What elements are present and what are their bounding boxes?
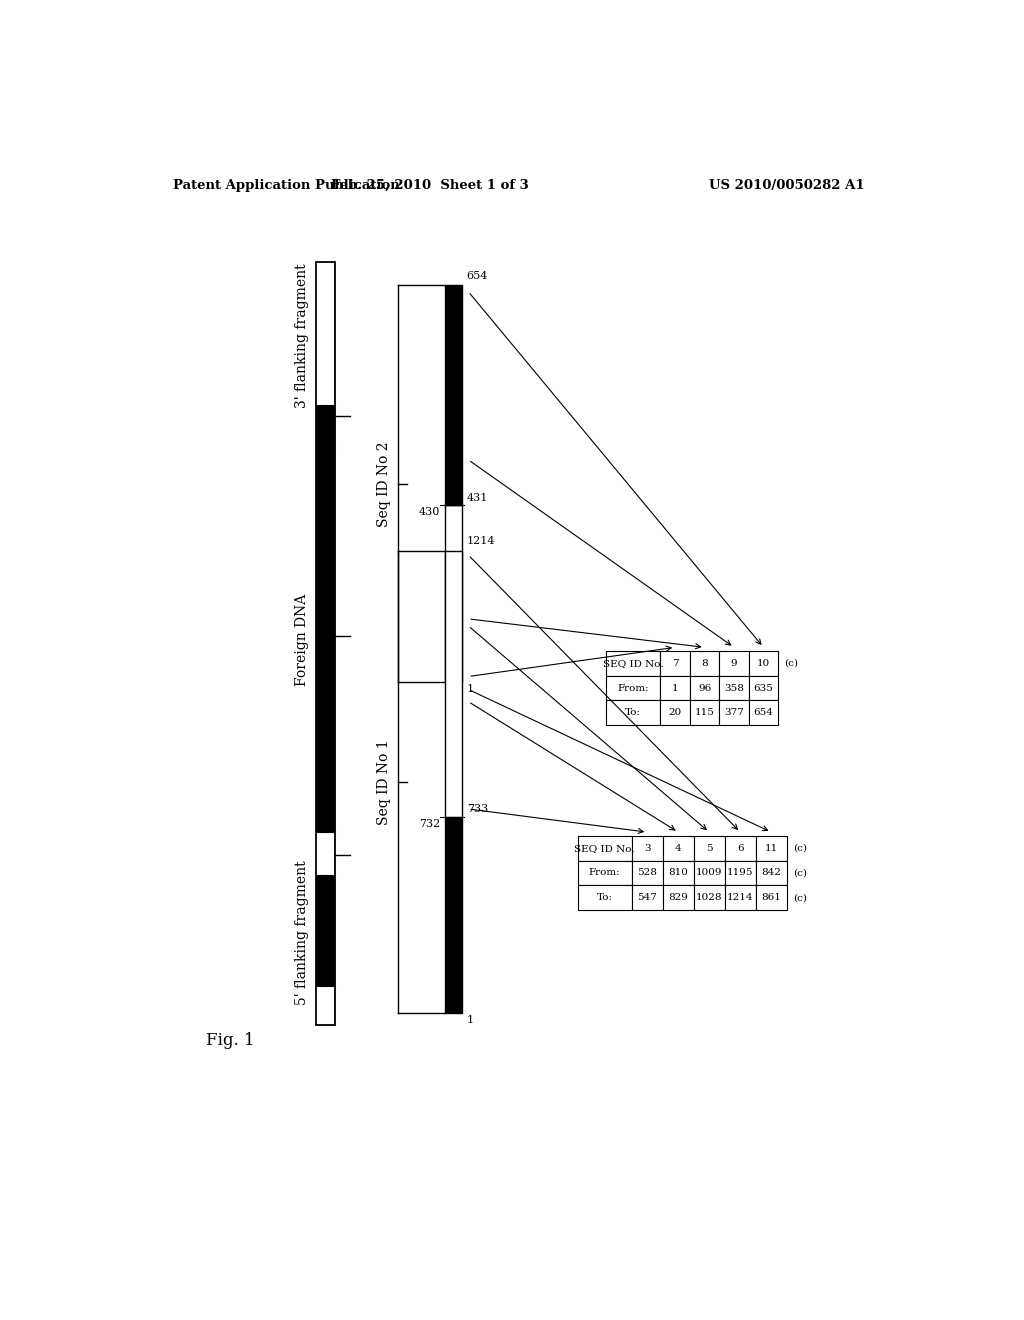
Bar (690, 676, 719, 701)
Text: 861: 861 (761, 894, 781, 902)
Text: Feb. 25, 2010  Sheet 1 of 3: Feb. 25, 2010 Sheet 1 of 3 (332, 178, 529, 191)
Bar (749, 651, 778, 676)
Text: (c): (c) (793, 869, 807, 878)
Bar (693, 861, 725, 886)
Text: Seq ID No 2: Seq ID No 2 (377, 441, 391, 527)
Text: 5: 5 (706, 843, 713, 853)
Text: SEQ ID No.: SEQ ID No. (574, 843, 635, 853)
Bar (719, 676, 749, 701)
Bar (316, 263, 335, 1024)
Text: Patent Application Publication: Patent Application Publication (173, 178, 399, 191)
Text: 654: 654 (754, 709, 773, 717)
Bar (632, 836, 663, 861)
Text: 5' flanking fragment: 5' flanking fragment (295, 859, 309, 1005)
Bar (606, 701, 660, 725)
Text: 1214: 1214 (467, 536, 496, 546)
Bar (725, 861, 756, 886)
Text: 358: 358 (724, 684, 744, 693)
Text: 1195: 1195 (727, 869, 754, 878)
Bar (316, 447, 335, 832)
Text: 810: 810 (669, 869, 688, 878)
Bar (632, 886, 663, 909)
Text: 1: 1 (672, 684, 679, 693)
Bar (663, 861, 693, 886)
Bar (316, 263, 335, 405)
Text: To:: To: (626, 709, 641, 717)
Bar (749, 701, 778, 725)
Text: 377: 377 (724, 709, 744, 717)
Bar (693, 886, 725, 909)
Bar (660, 651, 690, 676)
Text: 431: 431 (467, 492, 488, 503)
Bar (756, 836, 786, 861)
Text: 96: 96 (698, 684, 712, 693)
Bar (663, 886, 693, 909)
Text: 1: 1 (467, 1015, 474, 1026)
Bar (445, 506, 462, 682)
Bar (578, 886, 632, 909)
Text: 654: 654 (467, 271, 488, 281)
Text: To:: To: (597, 894, 612, 902)
Bar (606, 676, 660, 701)
Text: 635: 635 (754, 684, 773, 693)
Text: Foreign DNA: Foreign DNA (295, 594, 309, 686)
Text: 11: 11 (765, 843, 778, 853)
Text: From:: From: (617, 684, 649, 693)
Bar (660, 676, 690, 701)
Text: From:: From: (589, 869, 621, 878)
Text: 3' flanking fragment: 3' flanking fragment (295, 263, 309, 408)
Text: 4: 4 (675, 843, 682, 853)
Text: 3: 3 (644, 843, 650, 853)
Text: 1: 1 (467, 684, 474, 694)
Text: 1028: 1028 (696, 894, 723, 902)
Bar (690, 701, 719, 725)
Text: 7: 7 (672, 659, 679, 668)
Text: (c): (c) (793, 843, 807, 853)
Bar (663, 836, 693, 861)
Bar (725, 886, 756, 909)
Bar (756, 886, 786, 909)
Bar (316, 832, 335, 875)
Bar (316, 875, 335, 986)
Bar (578, 861, 632, 886)
Bar (693, 836, 725, 861)
Bar (719, 651, 749, 676)
Bar (445, 552, 462, 817)
Text: 732: 732 (419, 818, 440, 829)
Text: 8: 8 (701, 659, 708, 668)
Text: Seq ID No 1: Seq ID No 1 (377, 739, 391, 825)
Text: 6: 6 (737, 843, 743, 853)
Bar (690, 651, 719, 676)
Bar (719, 701, 749, 725)
Bar (756, 861, 786, 886)
Text: 1009: 1009 (696, 869, 723, 878)
Bar (316, 986, 335, 1024)
Text: 9: 9 (731, 659, 737, 668)
Text: (c): (c) (784, 659, 799, 668)
Text: 1214: 1214 (727, 894, 754, 902)
Text: 547: 547 (637, 894, 657, 902)
Text: 829: 829 (669, 894, 688, 902)
Text: 20: 20 (669, 709, 682, 717)
Text: SEQ ID No.: SEQ ID No. (603, 659, 664, 668)
Bar (578, 836, 632, 861)
Bar (725, 836, 756, 861)
Bar (445, 285, 462, 506)
Bar (606, 651, 660, 676)
Bar (316, 405, 335, 447)
Text: 528: 528 (637, 869, 657, 878)
Text: (c): (c) (793, 894, 807, 902)
Bar (445, 817, 462, 1014)
Bar (632, 861, 663, 886)
Text: 430: 430 (419, 507, 440, 517)
Text: Fig. 1: Fig. 1 (206, 1031, 254, 1048)
Text: US 2010/0050282 A1: US 2010/0050282 A1 (709, 178, 864, 191)
Text: 115: 115 (694, 709, 715, 717)
Bar (749, 676, 778, 701)
Text: 10: 10 (757, 659, 770, 668)
Text: 842: 842 (761, 869, 781, 878)
Bar (660, 701, 690, 725)
Text: 733: 733 (467, 804, 487, 814)
